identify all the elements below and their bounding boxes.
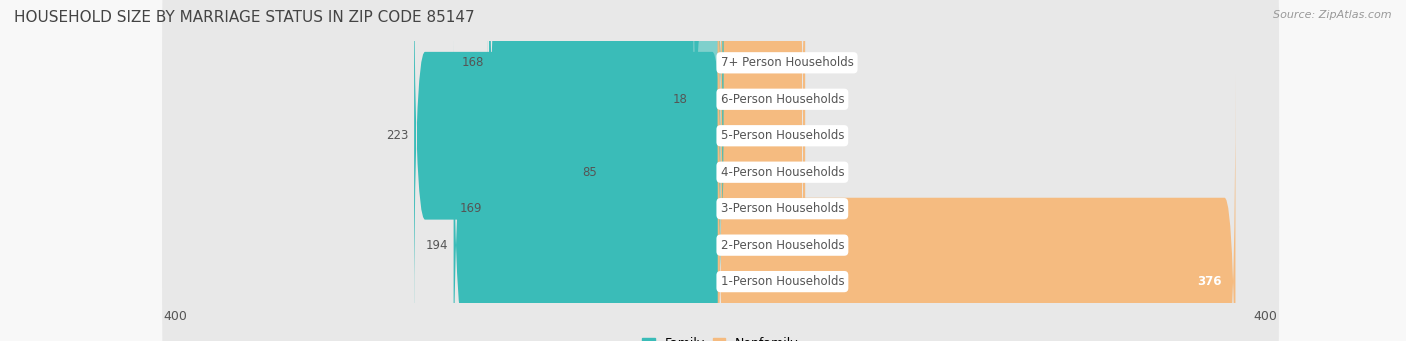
Text: 2-Person Households: 2-Person Households <box>721 239 844 252</box>
Text: 194: 194 <box>426 239 449 252</box>
FancyBboxPatch shape <box>718 0 806 307</box>
FancyBboxPatch shape <box>489 0 723 271</box>
FancyBboxPatch shape <box>602 0 723 341</box>
FancyBboxPatch shape <box>718 0 806 271</box>
Text: 1-Person Households: 1-Person Households <box>721 275 844 288</box>
Text: 4-Person Households: 4-Person Households <box>721 166 844 179</box>
FancyBboxPatch shape <box>162 0 1279 341</box>
Text: 0: 0 <box>810 56 818 69</box>
Text: 376: 376 <box>1198 275 1222 288</box>
FancyBboxPatch shape <box>488 1 723 341</box>
FancyBboxPatch shape <box>162 0 1279 341</box>
Text: 7+ Person Households: 7+ Person Households <box>721 56 853 69</box>
FancyBboxPatch shape <box>718 0 806 341</box>
FancyBboxPatch shape <box>718 74 1236 341</box>
Text: 169: 169 <box>460 202 482 215</box>
Text: 0: 0 <box>810 129 818 142</box>
Text: 0: 0 <box>810 93 818 106</box>
FancyBboxPatch shape <box>415 0 723 341</box>
FancyBboxPatch shape <box>162 0 1279 341</box>
FancyBboxPatch shape <box>718 0 806 341</box>
FancyBboxPatch shape <box>718 1 806 341</box>
Text: 0: 0 <box>810 239 818 252</box>
FancyBboxPatch shape <box>162 0 1279 341</box>
Text: 85: 85 <box>582 166 596 179</box>
Text: 0: 0 <box>810 166 818 179</box>
FancyBboxPatch shape <box>718 37 806 341</box>
Text: Source: ZipAtlas.com: Source: ZipAtlas.com <box>1274 10 1392 20</box>
Text: 0: 0 <box>810 202 818 215</box>
Text: 223: 223 <box>387 129 409 142</box>
FancyBboxPatch shape <box>162 0 1279 341</box>
FancyBboxPatch shape <box>162 0 1279 341</box>
Text: 3-Person Households: 3-Person Households <box>721 202 844 215</box>
FancyBboxPatch shape <box>454 37 723 341</box>
FancyBboxPatch shape <box>693 0 723 307</box>
Text: HOUSEHOLD SIZE BY MARRIAGE STATUS IN ZIP CODE 85147: HOUSEHOLD SIZE BY MARRIAGE STATUS IN ZIP… <box>14 10 475 25</box>
Text: 5-Person Households: 5-Person Households <box>721 129 844 142</box>
Text: 6-Person Households: 6-Person Households <box>721 93 844 106</box>
Legend: Family, Nonfamily: Family, Nonfamily <box>637 332 804 341</box>
Text: 168: 168 <box>461 56 484 69</box>
Text: 18: 18 <box>673 93 688 106</box>
FancyBboxPatch shape <box>162 0 1279 341</box>
